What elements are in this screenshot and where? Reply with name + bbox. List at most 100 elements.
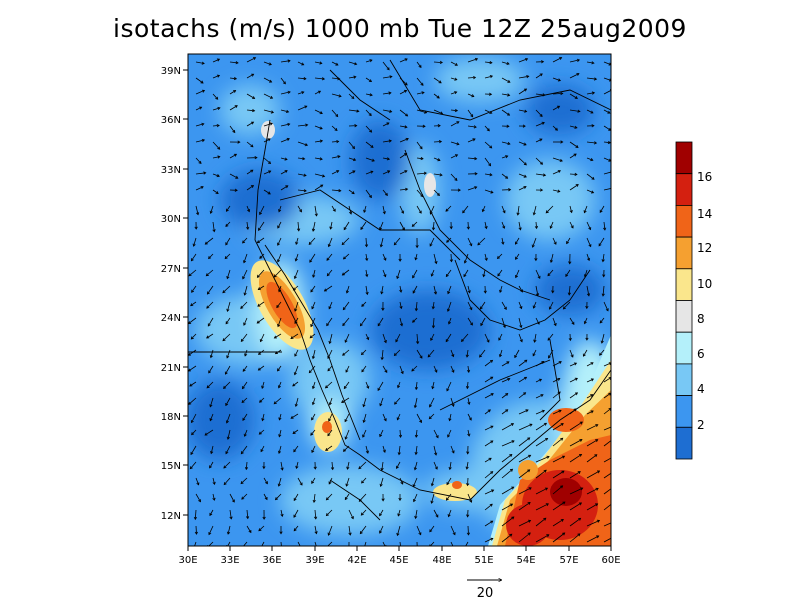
wind-vector bbox=[501, 155, 508, 159]
wind-vector bbox=[365, 445, 369, 454]
wind-vector bbox=[467, 477, 469, 486]
wind-vector-head bbox=[593, 77, 598, 81]
wind-vector bbox=[365, 93, 373, 96]
wind-vector-head bbox=[397, 452, 401, 456]
wind-vector bbox=[280, 77, 286, 85]
wind-vector bbox=[312, 397, 316, 405]
wind-vector-head bbox=[602, 274, 606, 278]
wind-vector-head bbox=[509, 503, 514, 507]
wind-vector bbox=[394, 397, 401, 405]
wind-vector-head bbox=[579, 439, 583, 442]
wind-vector-head bbox=[317, 90, 322, 94]
wind-vector-head bbox=[414, 451, 418, 456]
wind-vector bbox=[535, 361, 545, 367]
wind-vector bbox=[399, 58, 408, 63]
wind-vector-head bbox=[466, 532, 471, 536]
wind-vector-head bbox=[313, 466, 317, 470]
wind-vector-head bbox=[247, 209, 251, 213]
wind-vector bbox=[209, 509, 214, 516]
wind-vector bbox=[381, 349, 384, 360]
wind-vector-head bbox=[490, 190, 494, 194]
wind-vector bbox=[195, 205, 199, 215]
wind-vector bbox=[484, 489, 494, 495]
wind-vector-head bbox=[353, 157, 357, 162]
wind-vector bbox=[535, 394, 544, 399]
wind-vector bbox=[326, 253, 333, 261]
wind-vector-head bbox=[571, 321, 575, 325]
wind-vector-head bbox=[243, 260, 247, 264]
wind-vector bbox=[399, 205, 404, 214]
wind-vector bbox=[263, 109, 274, 113]
wind-vector bbox=[569, 454, 582, 463]
wind-vector-head bbox=[250, 169, 254, 173]
wind-vector-head bbox=[535, 293, 540, 297]
wind-vector bbox=[466, 381, 469, 389]
wind-vector bbox=[416, 525, 422, 535]
lon-tick-label: 51E bbox=[474, 555, 493, 566]
wind-vector-head bbox=[290, 336, 294, 340]
wind-vector bbox=[280, 91, 291, 95]
wind-vector bbox=[204, 429, 214, 436]
wind-vector bbox=[552, 519, 564, 527]
wind-vector bbox=[484, 109, 492, 114]
wind-vector bbox=[191, 333, 197, 340]
wind-vector-head bbox=[398, 497, 402, 502]
wind-vector bbox=[603, 77, 611, 81]
wind-vector bbox=[399, 125, 407, 128]
wind-vector bbox=[431, 269, 435, 277]
wind-vector bbox=[397, 413, 401, 420]
wind-vector bbox=[311, 477, 316, 484]
wind-vector-head bbox=[277, 242, 281, 246]
wind-vector bbox=[399, 429, 401, 438]
wind-vector-head bbox=[328, 340, 332, 345]
wind-vector-head bbox=[419, 419, 422, 424]
wind-vector-head bbox=[533, 339, 537, 343]
wind-vector-head bbox=[615, 424, 618, 426]
wind-vector bbox=[194, 509, 197, 520]
wind-vector-head bbox=[599, 352, 603, 356]
wind-vector-head bbox=[294, 308, 298, 312]
wind-vector bbox=[229, 125, 236, 133]
wind-vector-head bbox=[578, 517, 582, 521]
wind-vector-head bbox=[429, 211, 433, 215]
wind-vector bbox=[501, 486, 514, 495]
wind-vector-head bbox=[286, 137, 290, 141]
wind-vector bbox=[499, 285, 503, 293]
wind-vector-head bbox=[585, 305, 589, 310]
wind-vector-head bbox=[358, 498, 362, 502]
wind-vector bbox=[602, 285, 605, 296]
wind-vector-head bbox=[225, 420, 229, 424]
wind-vector-head bbox=[608, 62, 611, 66]
wind-vector bbox=[297, 77, 306, 80]
wind-vector-head bbox=[190, 451, 194, 456]
wind-vector-head bbox=[593, 141, 598, 145]
wind-vector-head bbox=[188, 401, 192, 405]
wind-vector-head bbox=[560, 485, 564, 489]
wind-vector bbox=[382, 205, 386, 214]
wind-vector bbox=[501, 301, 507, 310]
wind-vector-head bbox=[278, 417, 282, 421]
wind-vector bbox=[379, 525, 384, 534]
wind-vector bbox=[295, 397, 299, 407]
wind-vector bbox=[416, 349, 423, 359]
wind-vector bbox=[535, 317, 540, 325]
wind-vector bbox=[191, 429, 197, 435]
wind-vector bbox=[552, 410, 562, 415]
wind-vector bbox=[603, 188, 611, 191]
wind-vector-head bbox=[345, 483, 349, 487]
wind-vector-head bbox=[536, 321, 540, 325]
wind-vector-head bbox=[312, 499, 316, 503]
lon-tick-label: 36E bbox=[262, 555, 281, 566]
wind-vector bbox=[532, 349, 537, 356]
wind-vector-head bbox=[328, 306, 332, 310]
wind-vector-head bbox=[198, 160, 202, 164]
wind-vector-head bbox=[413, 405, 417, 409]
wind-vector bbox=[313, 493, 316, 503]
wind-vector-head bbox=[598, 243, 602, 247]
wind-vector bbox=[569, 378, 578, 383]
wind-vector-head bbox=[474, 186, 478, 190]
wind-vector bbox=[359, 525, 367, 534]
wind-vector bbox=[345, 365, 350, 373]
wind-vector bbox=[448, 317, 452, 325]
wind-vector bbox=[360, 221, 367, 230]
